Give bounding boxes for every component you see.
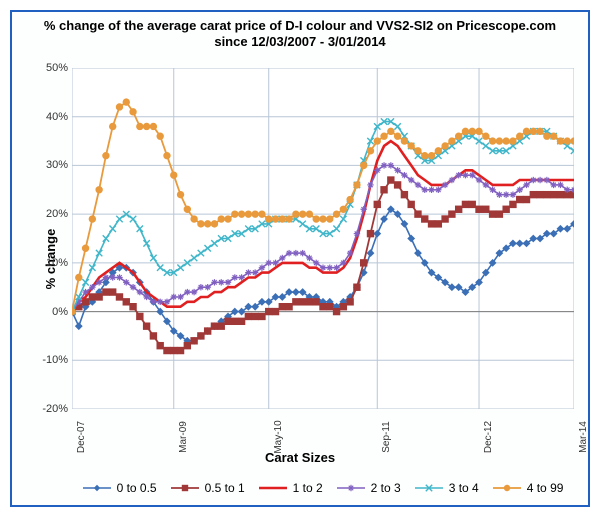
y-tick: 50% — [46, 62, 72, 74]
legend-swatch — [493, 481, 521, 495]
legend-label: 1 to 2 — [293, 481, 323, 495]
legend-label: 0 to 0.5 — [117, 481, 157, 495]
x-tick: Dec-07 — [72, 421, 87, 453]
plot-svg — [72, 68, 574, 409]
legend: 0 to 0.5 0.5 to 1 1 to 2 2 to 3 3 to 4 4 to 9… — [72, 481, 574, 495]
legend-item: 4 to 99 — [493, 481, 564, 495]
legend-swatch — [83, 481, 111, 495]
legend-label: 2 to 3 — [371, 481, 401, 495]
legend-item: 0.5 to 1 — [171, 481, 245, 495]
legend-item: 2 to 3 — [337, 481, 401, 495]
legend-swatch — [337, 481, 365, 495]
x-tick: Sep-11 — [377, 421, 392, 453]
plot-area: -20%-10%0%10%20%30%40%50%Dec-07Mar-09May… — [72, 68, 574, 409]
x-tick: Mar-09 — [174, 421, 189, 453]
legend-label: 3 to 4 — [449, 481, 479, 495]
y-tick: -20% — [42, 403, 72, 415]
y-tick: 0% — [52, 306, 72, 318]
x-tick: Mar-14 — [574, 421, 589, 453]
chart-inner: % change of the average carat price of D… — [10, 10, 590, 507]
legend-item: 0 to 0.5 — [83, 481, 157, 495]
legend-label: 0.5 to 1 — [205, 481, 245, 495]
x-tick: Dec-12 — [479, 421, 494, 453]
legend-swatch — [171, 481, 199, 495]
chart-frame: % change of the average carat price of D… — [0, 0, 600, 517]
y-tick: 20% — [46, 208, 72, 220]
legend-item: 3 to 4 — [415, 481, 479, 495]
chart-title: % change of the average carat price of D… — [12, 12, 588, 53]
y-tick: 30% — [46, 159, 72, 171]
legend-swatch — [259, 481, 287, 495]
x-axis-label: Carat Sizes — [12, 450, 588, 465]
y-tick: 10% — [46, 257, 72, 269]
legend-item: 1 to 2 — [259, 481, 323, 495]
legend-label: 4 to 99 — [527, 481, 564, 495]
y-tick: 40% — [46, 111, 72, 123]
y-tick: -10% — [42, 354, 72, 366]
x-tick: May-10 — [269, 420, 284, 453]
legend-swatch — [415, 481, 443, 495]
